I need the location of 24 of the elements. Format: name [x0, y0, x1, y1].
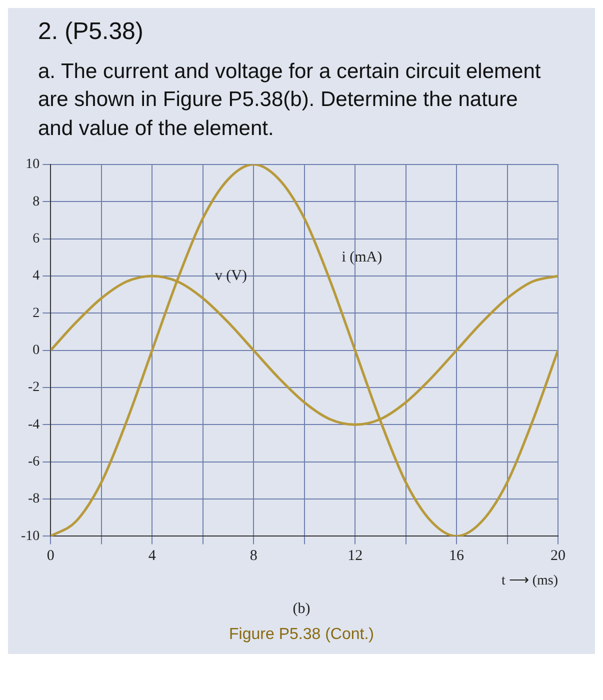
x-tick-label: 12	[348, 548, 363, 564]
y-tick-label: 10	[26, 157, 40, 172]
x-axis-title: t ⟶ (ms)	[501, 573, 558, 588]
y-tick-label: 8	[32, 194, 40, 210]
series-label: v (V)	[214, 268, 247, 284]
x-tick-label: 20	[550, 548, 566, 564]
y-tick-label: -10	[20, 528, 40, 544]
y-tick-label: -6	[28, 454, 40, 470]
x-tick-label: 0	[46, 548, 54, 564]
y-tick-label: 2	[32, 306, 40, 321]
y-tick-label: -4	[28, 417, 40, 432]
y-tick-label: -2	[28, 380, 40, 396]
y-tick-label: 6	[32, 231, 40, 246]
y-tick-label: 4	[32, 268, 40, 284]
x-tick-label: 8	[250, 548, 258, 564]
caption: Figure P5.38 (Cont.)	[228, 626, 375, 644]
chart-subtitle: a. The current and voltage for a certain circuit element are shown in Figure P5.38(b). Determine the nature and value of the element.	[38, 59, 542, 142]
y-tick-label: -8	[28, 492, 40, 507]
chart-title: 2. (P5.38)	[38, 18, 144, 46]
series-label: i (mA)	[342, 250, 382, 266]
text: (b)	[292, 601, 312, 618]
x-tick-label: 16	[449, 548, 465, 564]
x-tick-label: 4	[148, 548, 156, 564]
y-tick-label: 0	[32, 343, 40, 358]
